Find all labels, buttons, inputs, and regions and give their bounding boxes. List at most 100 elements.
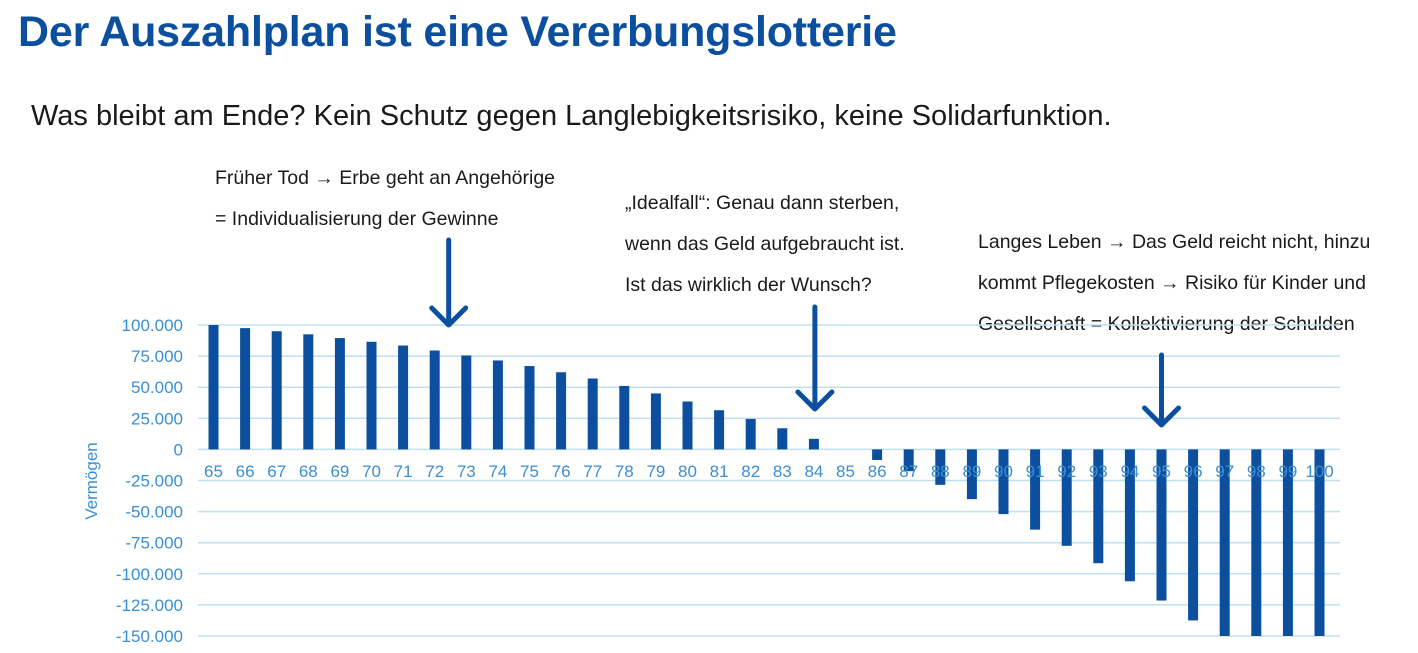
x-tick-label: 73 bbox=[457, 462, 476, 481]
bar bbox=[366, 341, 377, 450]
slide-title: Der Auszahlplan ist eine Vererbungslotte… bbox=[18, 8, 897, 56]
x-tick-label: 68 bbox=[299, 462, 318, 481]
bar bbox=[1030, 449, 1041, 530]
bar bbox=[398, 345, 409, 450]
y-tick-label: 50.000 bbox=[131, 378, 183, 397]
bar bbox=[1219, 449, 1230, 636]
x-tick-label: 69 bbox=[330, 462, 349, 481]
x-tick-label: 82 bbox=[741, 462, 760, 481]
annotation-early-death-line-1: Früher Tod → Erbe geht an Angehörige bbox=[215, 167, 556, 189]
x-tick-label: 83 bbox=[773, 462, 792, 481]
bar bbox=[714, 410, 725, 450]
x-tick-label: 76 bbox=[552, 462, 571, 481]
bar bbox=[587, 378, 598, 450]
bar bbox=[745, 418, 756, 450]
x-tick-label: 97 bbox=[1215, 462, 1234, 481]
x-tick-label: 81 bbox=[710, 462, 729, 481]
x-tick-label: 84 bbox=[804, 462, 823, 481]
x-tick-label: 87 bbox=[899, 462, 918, 481]
annotation-ideal-case-line-2: wenn das Geld aufgebraucht ist. bbox=[625, 233, 905, 255]
y-tick-label: 25.000 bbox=[131, 409, 183, 428]
bar bbox=[777, 428, 788, 450]
arrow-down-icon bbox=[1142, 352, 1181, 428]
x-tick-label: 99 bbox=[1278, 462, 1297, 481]
bar bbox=[1124, 449, 1135, 582]
bar bbox=[872, 449, 883, 460]
bar bbox=[492, 360, 503, 450]
bar bbox=[208, 325, 219, 450]
bar bbox=[1188, 449, 1199, 621]
bar bbox=[650, 393, 661, 450]
annotation-ideal-case-line-3: Ist das wirklich der Wunsch? bbox=[625, 274, 872, 296]
bar bbox=[1314, 449, 1325, 636]
x-tick-label: 72 bbox=[425, 462, 444, 481]
y-tick-label: -150.000 bbox=[116, 627, 183, 646]
bar bbox=[1093, 449, 1104, 564]
y-tick-label: -125.000 bbox=[116, 596, 183, 615]
x-tick-label: 74 bbox=[488, 462, 507, 481]
bar bbox=[1061, 449, 1072, 546]
x-tick-label: 94 bbox=[1120, 462, 1139, 481]
y-tick-label: 75.000 bbox=[131, 347, 183, 366]
x-tick-label: 75 bbox=[520, 462, 539, 481]
x-tick-label: 66 bbox=[236, 462, 255, 481]
y-tick-label: -25.000 bbox=[125, 472, 183, 491]
x-tick-label: 70 bbox=[362, 462, 381, 481]
x-tick-label: 85 bbox=[836, 462, 855, 481]
x-tick-label: 71 bbox=[394, 462, 413, 481]
x-tick-label: 77 bbox=[583, 462, 602, 481]
bar bbox=[966, 449, 977, 500]
bar bbox=[903, 449, 914, 472]
y-tick-label: 0 bbox=[174, 440, 183, 459]
x-tick-label: 88 bbox=[931, 462, 950, 481]
bar bbox=[1251, 449, 1262, 636]
x-tick-label: 86 bbox=[868, 462, 887, 481]
annotation-ideal-case-line-1: „Idealfall“: Genau dann sterben, bbox=[625, 192, 900, 214]
y-axis-label: Vermögen bbox=[82, 442, 101, 520]
bar bbox=[1156, 449, 1167, 601]
y-tick-label: 100.000 bbox=[122, 316, 183, 335]
x-tick-label: 80 bbox=[678, 462, 697, 481]
annotation-early-death: Früher Tod → Erbe geht an Angehörige = I… bbox=[215, 158, 555, 240]
x-tick-label: 90 bbox=[994, 462, 1013, 481]
annotation-long-life: Langes Leben → Das Geld reicht nicht, hi… bbox=[978, 222, 1370, 345]
x-tick-label: 98 bbox=[1247, 462, 1266, 481]
annotation-ideal-case: „Idealfall“: Genau dann sterben, wenn da… bbox=[625, 183, 905, 306]
x-tick-label: 65 bbox=[204, 462, 223, 481]
x-tick-label: 100 bbox=[1305, 462, 1333, 481]
bar bbox=[429, 350, 440, 450]
annotation-long-life-line-3: Gesellschaft = Kollektivierung der Schul… bbox=[978, 313, 1355, 335]
bar bbox=[619, 385, 630, 450]
bar bbox=[556, 372, 567, 450]
arrow-down-icon bbox=[429, 237, 469, 328]
x-tick-label: 92 bbox=[1057, 462, 1076, 481]
x-tick-label: 96 bbox=[1184, 462, 1203, 481]
bar bbox=[240, 328, 251, 450]
x-tick-label: 78 bbox=[615, 462, 634, 481]
annotation-long-life-line-1: Langes Leben → Das Geld reicht nicht, hi… bbox=[978, 231, 1371, 253]
x-tick-label: 95 bbox=[1152, 462, 1171, 481]
x-tick-label: 79 bbox=[646, 462, 665, 481]
annotation-early-death-line-2: = Individualisierung der Gewinne bbox=[215, 208, 499, 230]
bar bbox=[334, 338, 345, 450]
bar bbox=[998, 449, 1009, 515]
bar bbox=[461, 355, 472, 450]
bar bbox=[682, 401, 693, 450]
x-tick-label: 67 bbox=[267, 462, 286, 481]
x-tick-label: 89 bbox=[962, 462, 981, 481]
annotation-long-life-line-2: kommt Pflegekosten → Risiko für Kinder u… bbox=[978, 272, 1367, 294]
bar bbox=[303, 334, 314, 450]
arrow-down-icon bbox=[795, 304, 835, 412]
y-tick-label: -100.000 bbox=[116, 565, 183, 584]
y-tick-label: -50.000 bbox=[125, 503, 183, 522]
bar bbox=[524, 366, 535, 450]
bar bbox=[271, 331, 282, 450]
bar bbox=[808, 438, 819, 450]
slide-subtitle: Was bleibt am Ende? Kein Schutz gegen La… bbox=[31, 100, 1112, 132]
x-tick-label: 91 bbox=[1026, 462, 1045, 481]
x-tick-label: 93 bbox=[1089, 462, 1108, 481]
y-tick-label: -75.000 bbox=[125, 534, 183, 553]
bar bbox=[935, 449, 946, 485]
bar bbox=[1282, 449, 1293, 636]
